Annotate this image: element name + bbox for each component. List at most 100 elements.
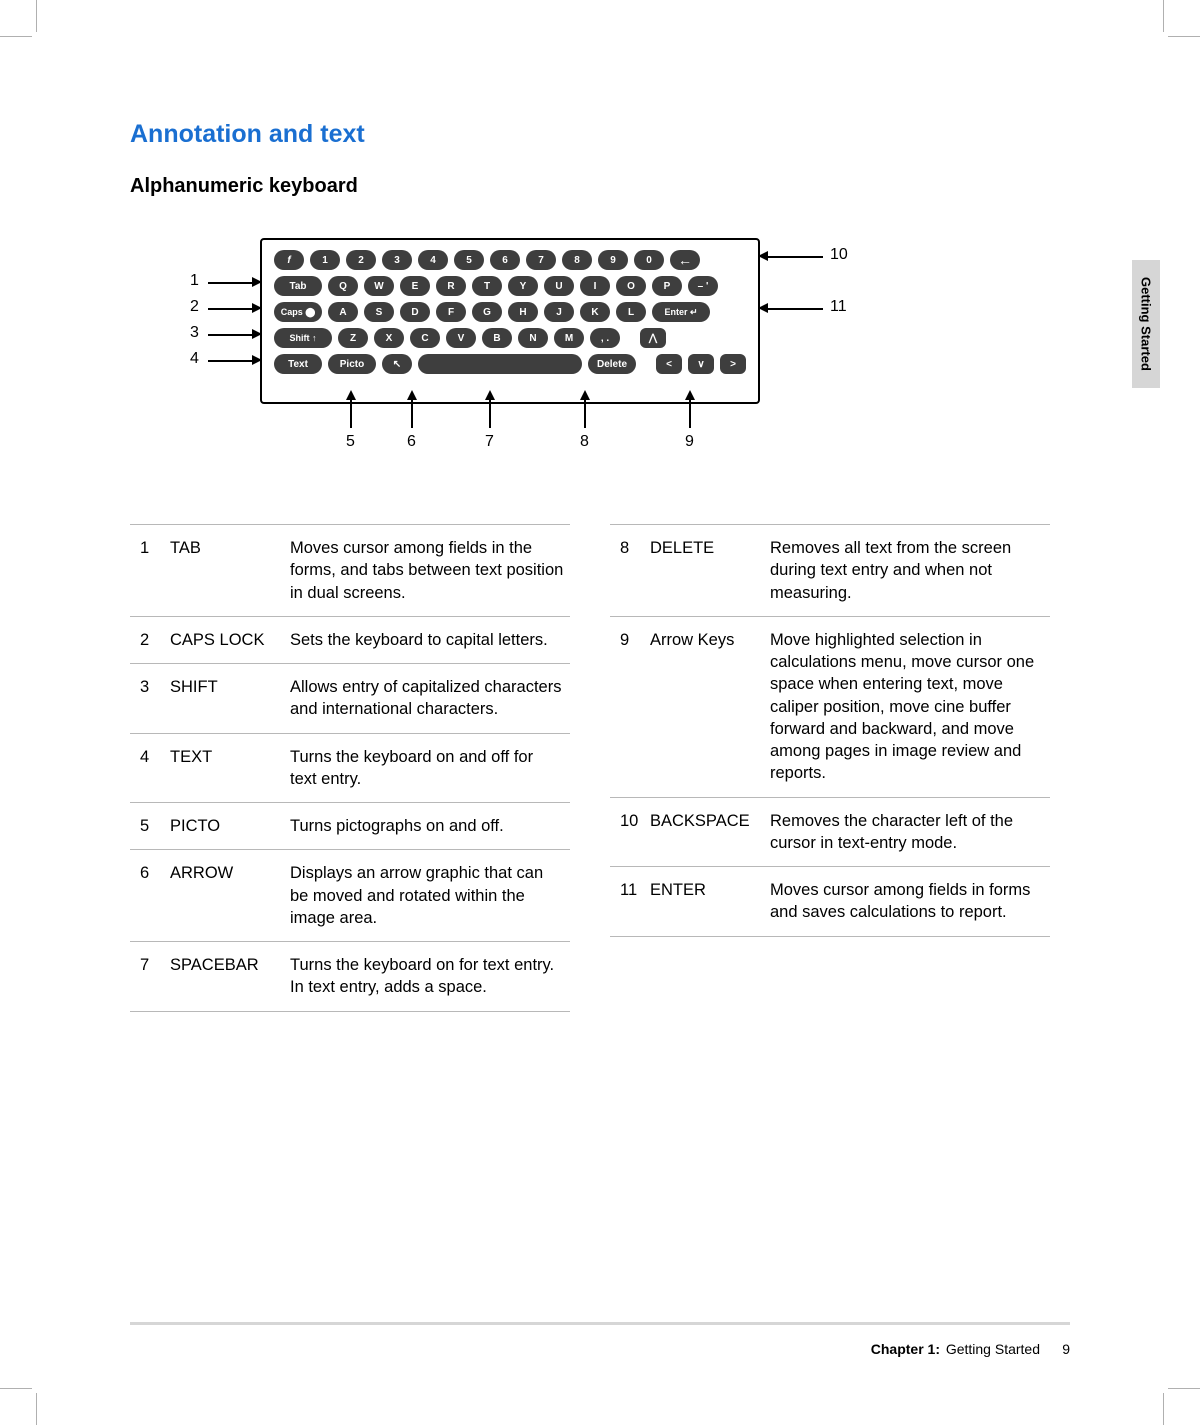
def-num: 3 [130,664,170,734]
arrow-head [252,329,262,339]
sub-title: Alphanumeric keyboard [130,175,1070,198]
key-spacebar [418,354,582,374]
arrow-head [758,251,768,261]
key-r: R [436,276,466,296]
key-1: 1 [310,250,340,270]
def-desc: Turns the keyboard on for text entry. In… [290,942,570,1012]
arrow-line [765,308,823,310]
callout-2: 2 [190,298,199,316]
arrow-line [208,282,256,284]
key-z: Z [338,328,368,348]
key-arrow-icon: ↖ [382,354,412,374]
def-desc: Displays an arrow graphic that can be mo… [290,850,570,942]
def-term: BACKSPACE [650,797,770,867]
def-num: 6 [130,850,170,942]
key-e: E [400,276,430,296]
arrow-head [485,390,495,400]
def-desc: Removes the character left of the cursor… [770,797,1050,867]
arrow-head [407,390,417,400]
key-8: 8 [562,250,592,270]
crop-mark [0,36,32,37]
arrow-head [252,355,262,365]
key-m: M [554,328,584,348]
def-term: SHIFT [170,664,290,734]
def-desc: Moves cursor among fields in the forms, … [290,525,570,617]
table-row: 9Arrow KeysMove highlighted selection in… [610,616,1050,797]
callout-9: 9 [685,433,694,451]
key-4: 4 [418,250,448,270]
callout-8: 8 [580,433,589,451]
arrow-line [765,256,823,258]
key-0: 0 [634,250,664,270]
table-row: 1TABMoves cursor among fields in the for… [130,525,570,617]
keyboard-row-3: Caps ⬤ A S D F G H J K L Enter ↵ [274,302,746,322]
arrow-head [758,303,768,313]
key-c: C [410,328,440,348]
key-y: Y [508,276,538,296]
def-term: ARROW [170,850,290,942]
key-delete: Delete [588,354,636,374]
key-text: Text [274,354,322,374]
table-row: 11ENTERMoves cursor among fields in form… [610,867,1050,937]
arrow-head [252,303,262,313]
key-dash-quote: – ' [688,276,718,296]
key-comma-period: , . [590,328,620,348]
def-term: TEXT [170,733,290,803]
arrow-head [346,390,356,400]
key-up-arrow-icon: ⋀ [640,328,666,348]
key-backspace-icon: ← [670,250,700,270]
def-num: 7 [130,942,170,1012]
key-o: O [616,276,646,296]
key-picto: Picto [328,354,376,374]
def-term: SPACEBAR [170,942,290,1012]
def-desc: Move highlighted selection in calculatio… [770,616,1050,797]
crop-mark [1163,1393,1164,1425]
def-term: ENTER [650,867,770,937]
table-row: 3SHIFTAllows entry of capitalized charac… [130,664,570,734]
key-tab: Tab [274,276,322,296]
keyboard-row-1: f 1 2 3 4 5 6 7 8 9 0 ← [274,250,746,270]
arrow-line [208,360,256,362]
def-num: 1 [130,525,170,617]
table-row: 4TEXTTurns the keyboard on and off for t… [130,733,570,803]
table-row: 5PICTOTurns pictographs on and off. [130,803,570,850]
def-term: Arrow Keys [650,616,770,797]
table-row: 8DELETERemoves all text from the screen … [610,525,1050,617]
footer-chapter-name: Getting Started [946,1341,1040,1357]
arrow-head [252,277,262,287]
key-7: 7 [526,250,556,270]
key-right-arrow-icon: > [720,354,746,374]
key-enter: Enter ↵ [652,302,710,322]
arrow-line [208,308,256,310]
key-g: G [472,302,502,322]
arrow-line [411,398,413,428]
key-left-arrow-icon: < [656,354,682,374]
footer-chapter-label: Chapter 1: [871,1341,940,1357]
definitions-right-column: 8DELETERemoves all text from the screen … [610,524,1050,1012]
arrow-line [350,398,352,428]
callout-5: 5 [346,433,355,451]
callout-11: 11 [830,298,847,316]
keyboard-plate: f 1 2 3 4 5 6 7 8 9 0 ← Tab Q W E R T [260,238,760,404]
keyboard-row-2: Tab Q W E R T Y U I O P – ' [274,276,746,296]
footer-page-number: 9 [1062,1341,1070,1357]
arrow-line [208,334,256,336]
keyboard-row-5: Text Picto ↖ Delete < ∨ > [274,354,746,374]
crop-mark [1168,1388,1200,1389]
keyboard-figure: 1 2 3 4 10 11 5 6 7 8 9 [260,238,860,404]
def-num: 5 [130,803,170,850]
arrow-head [580,390,590,400]
def-num: 9 [610,616,650,797]
key-i: I [580,276,610,296]
definitions-table-left: 1TABMoves cursor among fields in the for… [130,524,570,1012]
def-num: 4 [130,733,170,803]
callout-7: 7 [485,433,494,451]
def-term: TAB [170,525,290,617]
def-desc: Turns pictographs on and off. [290,803,570,850]
key-w: W [364,276,394,296]
side-tab-label: Getting Started [1139,277,1154,371]
key-n: N [518,328,548,348]
arrow-line [689,398,691,428]
def-desc: Turns the keyboard on and off for text e… [290,733,570,803]
callout-6: 6 [407,433,416,451]
